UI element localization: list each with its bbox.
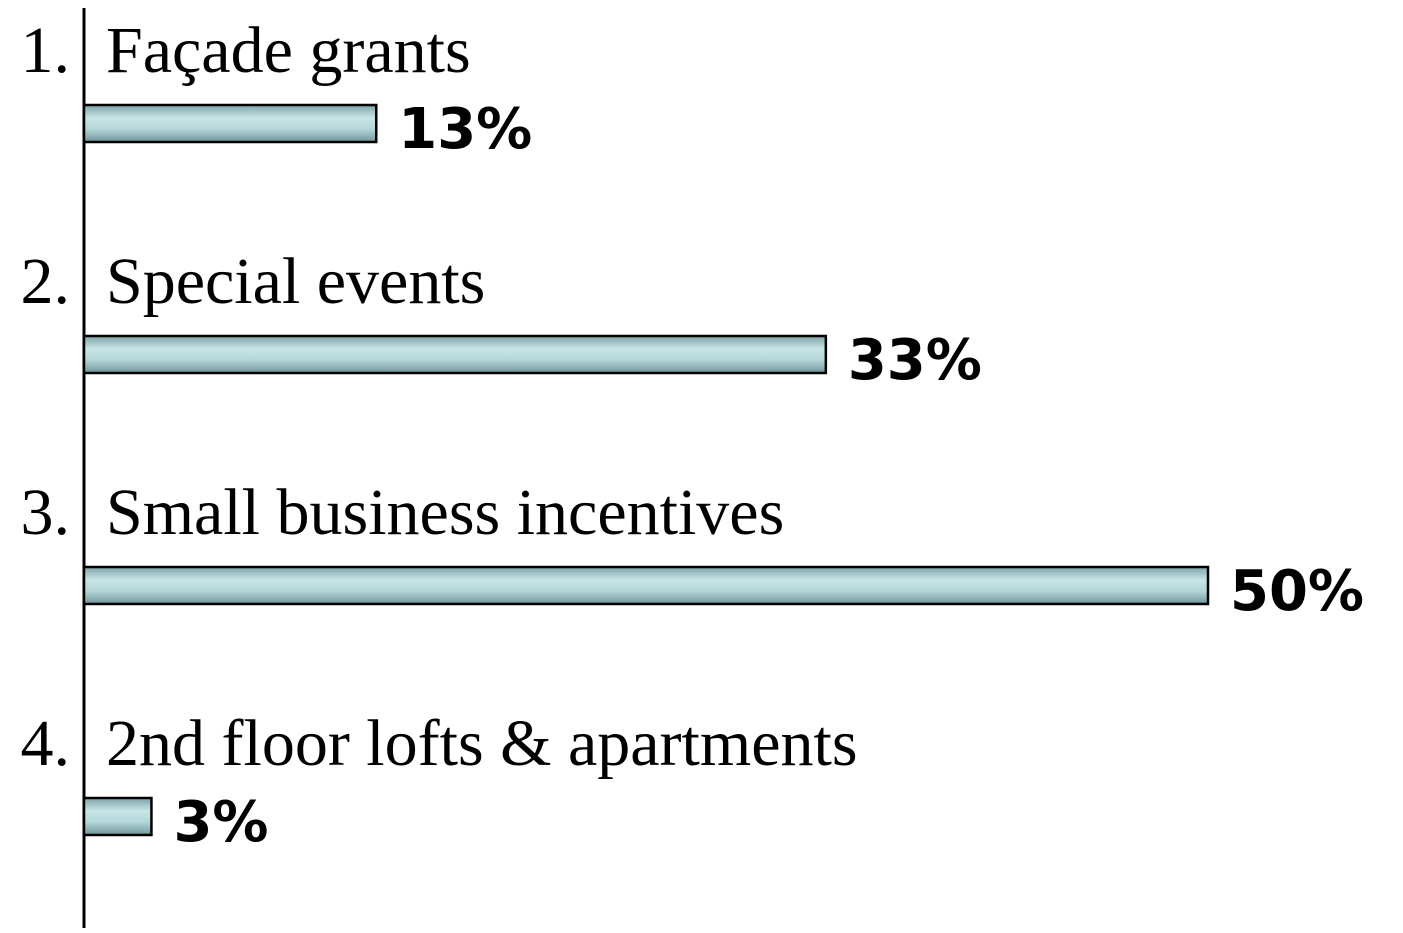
bar: [82, 565, 1210, 606]
value-label: 13%: [398, 97, 532, 162]
value-label: 50%: [1230, 559, 1364, 624]
row-number: 2.: [21, 245, 71, 318]
bar: [82, 103, 378, 144]
value-label: 3%: [173, 790, 268, 855]
category-label: 2nd floor lofts & apartments: [106, 707, 858, 780]
bar: [82, 796, 153, 837]
value-label: 33%: [848, 328, 982, 393]
category-label: Special events: [106, 245, 485, 318]
row-number: 1.: [21, 14, 71, 87]
row-number: 4.: [21, 707, 71, 780]
row-number: 3.: [21, 476, 71, 549]
category-label: Small business incentives: [106, 476, 784, 549]
bar: [82, 334, 828, 375]
category-label: Façade grants: [106, 14, 471, 87]
